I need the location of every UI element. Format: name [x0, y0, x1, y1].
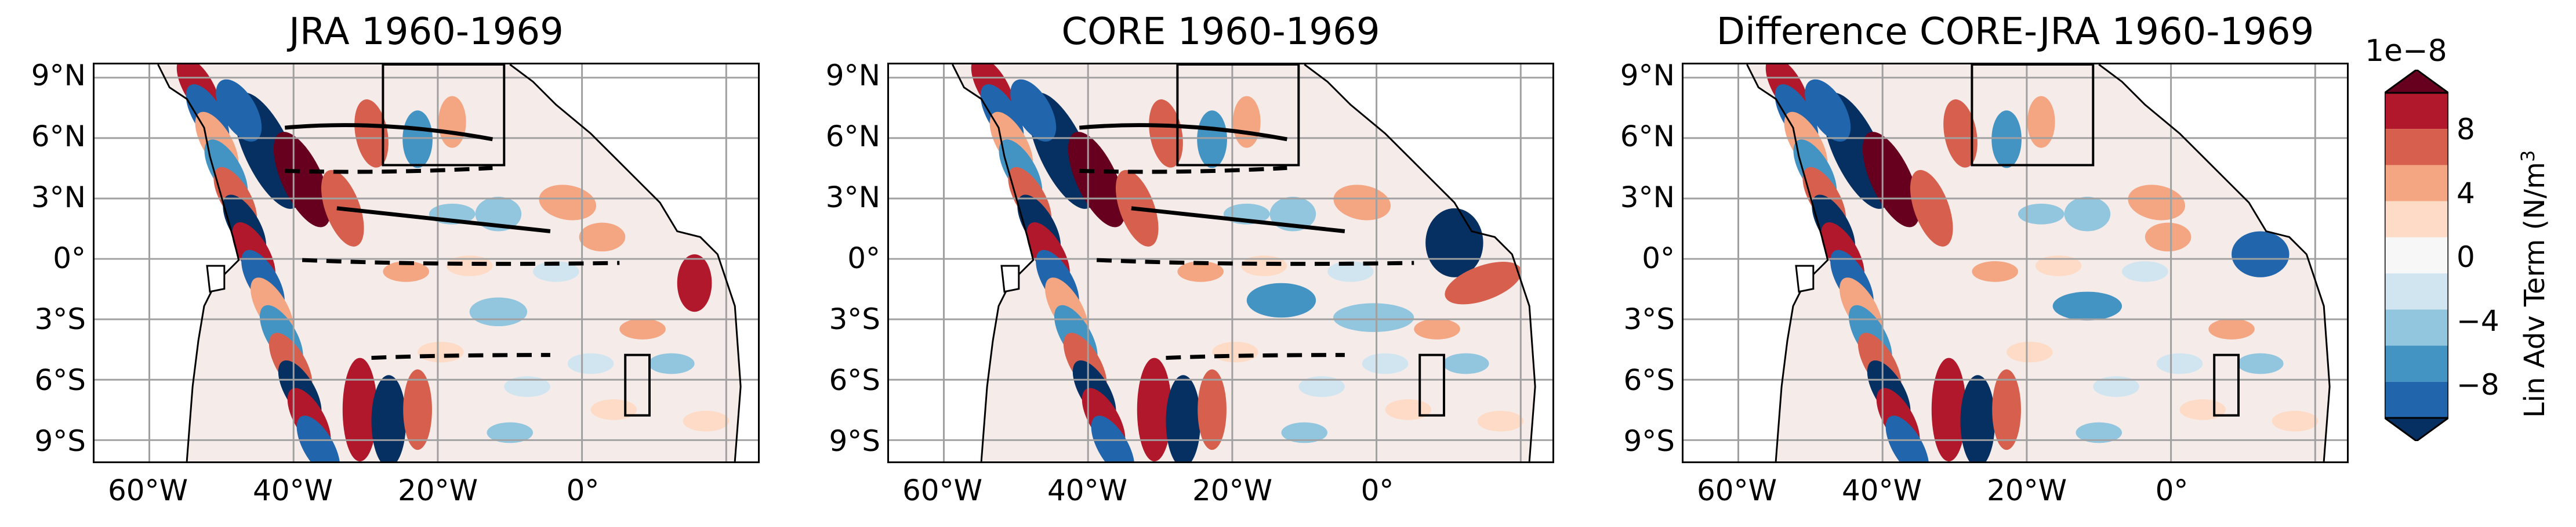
colorbar-tick-label: 0	[2457, 240, 2475, 274]
x-tick-label: 20°W	[1986, 474, 2067, 507]
map-plot	[93, 63, 760, 463]
y-tick-label: 6°S	[829, 363, 880, 397]
x-tick-label: 0°	[1360, 474, 1394, 507]
colorbar-tick-label: 8	[2457, 113, 2475, 146]
y-tick-label: 3°N	[1620, 181, 1675, 214]
x-tick-label: 60°W	[1696, 474, 1777, 507]
panel-title: Difference CORE-JRA 1960-1969	[1716, 10, 2314, 53]
y-tick-label: 0°	[53, 241, 86, 275]
y-tick-label: 0°	[1642, 241, 1675, 275]
colorbar-label: Lin Adv Term (N/m3	[2517, 150, 2551, 418]
x-tick-label: 20°W	[397, 474, 478, 507]
x-tick-label: 60°W	[107, 474, 188, 507]
panel-title: JRA 1960-1969	[289, 10, 564, 53]
y-tick-label: 3°N	[825, 181, 880, 214]
x-tick-label: 0°	[2155, 474, 2189, 507]
y-tick-label: 9°S	[34, 424, 86, 458]
panel-title: CORE 1960-1969	[1061, 10, 1380, 53]
x-tick-label: 0°	[566, 474, 600, 507]
y-tick-label: 9°S	[1623, 424, 1675, 458]
x-tick-label: 40°W	[1841, 474, 1922, 507]
x-tick-label: 60°W	[902, 474, 983, 507]
y-tick-label: 6°N	[825, 120, 880, 153]
y-tick-label: 6°S	[1623, 363, 1675, 397]
map-plot	[1682, 63, 2349, 463]
y-tick-label: 9°N	[31, 59, 86, 92]
y-tick-label: 6°S	[34, 363, 86, 397]
y-tick-label: 3°S	[1623, 302, 1675, 336]
y-tick-label: 3°S	[34, 302, 86, 336]
y-tick-label: 9°S	[829, 424, 880, 458]
colorbar-tick-label: 4	[2457, 176, 2475, 210]
y-tick-label: 9°N	[825, 59, 880, 92]
y-tick-label: 6°N	[31, 120, 86, 153]
x-tick-label: 40°W	[1047, 474, 1128, 507]
y-tick-label: 6°N	[1620, 120, 1675, 153]
y-tick-label: 3°S	[829, 302, 880, 336]
y-tick-label: 3°N	[31, 181, 86, 214]
x-tick-label: 40°W	[252, 474, 333, 507]
colorbar-tick-label: −4	[2457, 304, 2499, 338]
colorbar-exponent: 1e−8	[2365, 34, 2447, 68]
y-tick-label: 0°	[847, 241, 880, 275]
map-plot	[887, 63, 1554, 463]
colorbar	[2382, 68, 2451, 442]
x-tick-label: 20°W	[1192, 474, 1273, 507]
colorbar-tick-label: −8	[2457, 368, 2499, 402]
y-tick-label: 9°N	[1620, 59, 1675, 92]
